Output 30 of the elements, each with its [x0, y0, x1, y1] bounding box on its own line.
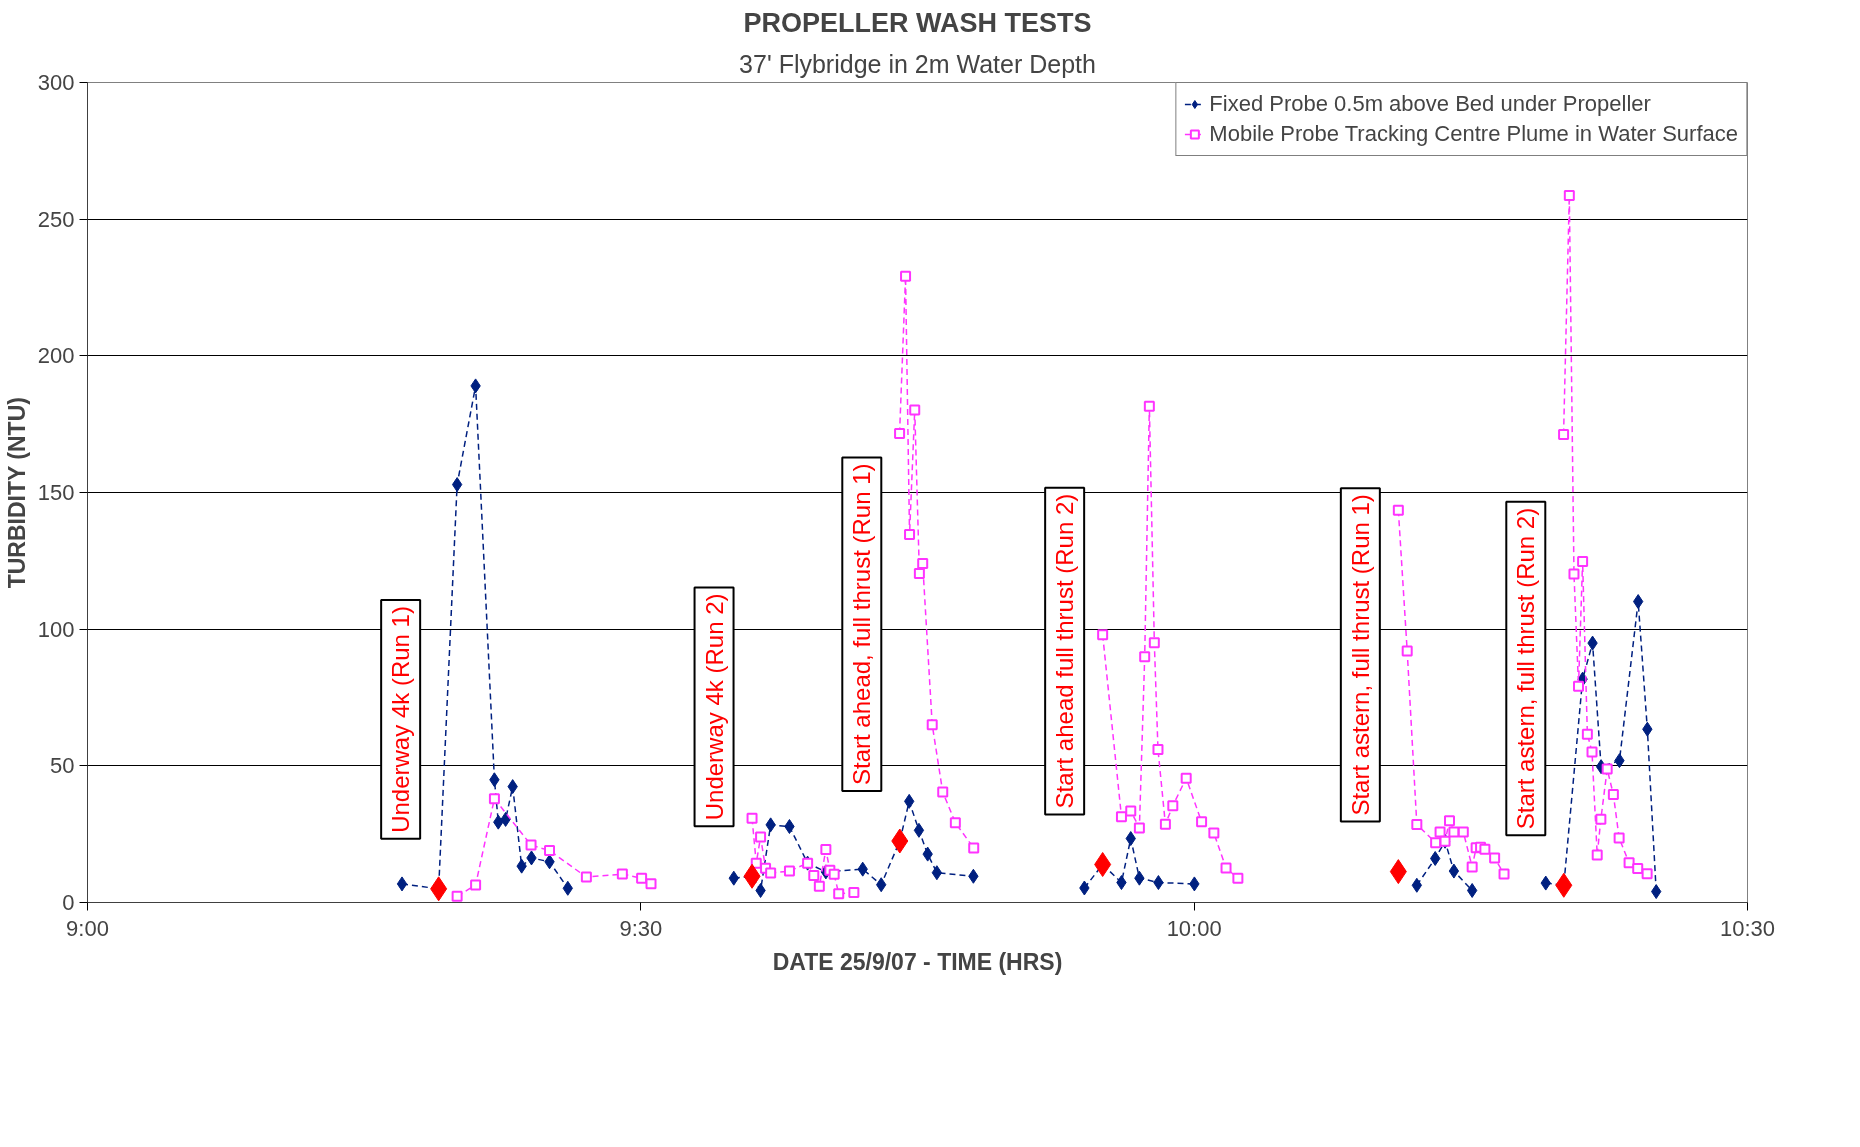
x-tick-label: 9:00: [66, 915, 109, 941]
y-tick-label: 300: [37, 70, 75, 95]
x-tick-label: 10:30: [1719, 915, 1776, 941]
annotation: Underway 4k (Run 1): [387, 606, 415, 833]
y-tick-label: 150: [37, 480, 75, 505]
annotation: Underway 4k (Run 2): [700, 593, 728, 821]
annotation: Start ahead, full thrust (Run 1): [848, 463, 876, 785]
y-tick-label: 0: [62, 890, 75, 915]
legend-label: Fixed Probe 0.5m above Bed under Propeller: [1209, 91, 1651, 117]
y-axis-title: TURBIDITY (NTU): [3, 397, 30, 589]
y-tick-label: 250: [37, 206, 75, 232]
chart-title: PROPELLER WASH TESTS: [743, 7, 1092, 38]
point: [396, 876, 408, 892]
point: [1466, 882, 1478, 898]
annotation: Start ahead full thrust (Run 2): [1051, 493, 1079, 809]
point: [913, 822, 925, 838]
legend-label: Mobile Probe Tracking Centre Plume in Water Surface: [1209, 121, 1738, 147]
y-tick-label: 50: [50, 753, 75, 779]
x-tick-label: 10:00: [1166, 915, 1222, 941]
x-axis-title: DATE 25/9/07 - TIME (HRS): [772, 948, 1063, 975]
point: [1632, 594, 1644, 610]
chart-subtitle: 37' Flybridge in 2m Water Depth: [739, 49, 1096, 78]
point: [931, 865, 943, 881]
annotation: Start astern, full thrust (Run 2): [1512, 507, 1540, 830]
annotation: Start astern, full thrust (Run 1): [1346, 494, 1374, 816]
point: [451, 477, 463, 493]
point: [1448, 863, 1460, 879]
x-tick-label: 9:30: [619, 915, 663, 941]
y-tick-label: 200: [37, 343, 75, 369]
y-tick-label: 100: [37, 616, 75, 642]
